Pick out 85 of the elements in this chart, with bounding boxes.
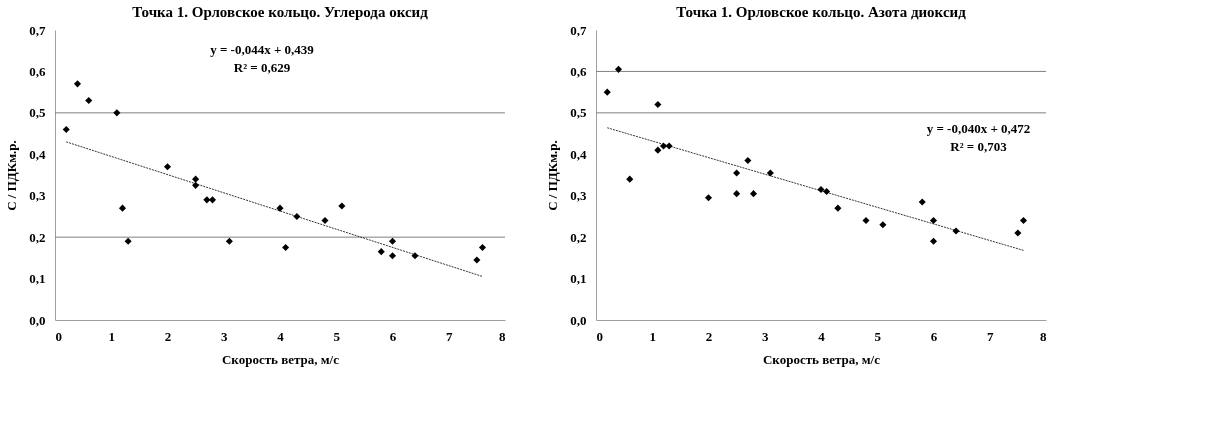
point [388,252,397,260]
y-tick-label: 0,3 [570,188,587,204]
point [208,196,217,204]
point [321,217,329,225]
x-axis-title: Скорость ветра, м/с [221,351,340,367]
y-tick-label: 0,7 [29,22,46,38]
x-tick-label: 8 [499,328,506,344]
point [473,256,481,264]
x-tick-label: 7 [987,328,994,344]
point [1019,217,1028,225]
x-tick-label: 0 [596,328,603,344]
point [659,142,668,150]
x-tick-label: 6 [930,328,938,344]
point [744,156,752,165]
x-axis-title: Скорость ветра, м/с [762,351,881,367]
y-tick-label: 0,1 [29,271,46,287]
y-tick-label: 0,1 [570,271,587,287]
x-tick-label: 8 [1040,328,1047,344]
point [654,146,662,154]
x-tick-label: 3 [762,328,769,344]
annotation: R² = 0,629 [233,60,291,76]
annotation: R² = 0,703 [950,138,1008,154]
x-tick-label: 3 [221,328,228,344]
point [124,237,132,245]
point [929,217,938,225]
x-tick-label: 2 [164,328,172,344]
y-tick-label: 0,4 [570,146,587,162]
x-tick-label: 7 [446,328,453,344]
point [113,109,121,117]
y-tick-label: 0,6 [570,63,587,79]
point [203,196,211,204]
point [276,204,284,212]
x-tick-label: 4 [277,328,285,344]
point [929,237,938,245]
point [603,88,611,96]
point [817,185,825,194]
point [862,217,870,225]
x-tick-label: 4 [818,328,826,344]
y-tick-label: 0,7 [570,22,587,38]
point [733,169,741,177]
point [388,237,397,245]
x-tick-label: 1 [649,328,656,344]
y-tick-label: 0,4 [29,146,46,162]
point [282,243,290,252]
x-tick-label: 0 [55,328,62,344]
point [478,243,487,252]
point [766,169,774,177]
y-tick-label: 0,3 [29,188,46,204]
point [192,175,200,183]
point [163,163,172,171]
x-tick-label: 1 [108,328,115,344]
point [614,65,623,73]
x-tick-label: 5 [874,328,882,344]
y-tick-label: 0,2 [570,229,587,245]
point [834,204,842,212]
point [62,125,70,133]
point [749,190,758,198]
y-tick-label: 0,0 [29,312,46,328]
point [654,101,662,109]
point [377,248,385,256]
point [1014,229,1022,237]
y-tick-label: 0,5 [570,105,587,121]
point [85,96,93,104]
x-tick-label: 5 [333,328,341,344]
annotation: y = -0,044x + 0,439 [210,42,315,58]
x-tick-label: 6 [389,328,397,344]
chart-title: Точка 1. Орловское кольцо. Углерода оксид [132,4,429,20]
chart-title: Точка 1. Орловское кольцо. Азота диоксид [676,4,967,20]
point [225,237,233,245]
point [704,194,713,202]
point [879,221,887,229]
y-tick-label: 0,0 [570,312,587,328]
point [338,202,346,210]
annotation: y = -0,040x + 0,472 [926,120,1031,136]
point [733,190,741,198]
y-tick-label: 0,5 [29,105,46,121]
x-tick-label: 2 [705,328,713,344]
y-tick-label: 0,2 [29,229,46,245]
y-axis-title: С / ПДКм.р. [545,140,561,211]
point [918,198,926,206]
y-tick-label: 0,6 [29,63,46,79]
point [626,175,634,183]
point [118,204,127,212]
y-axis-title: С / ПДКм.р. [4,140,20,211]
point [73,80,82,88]
